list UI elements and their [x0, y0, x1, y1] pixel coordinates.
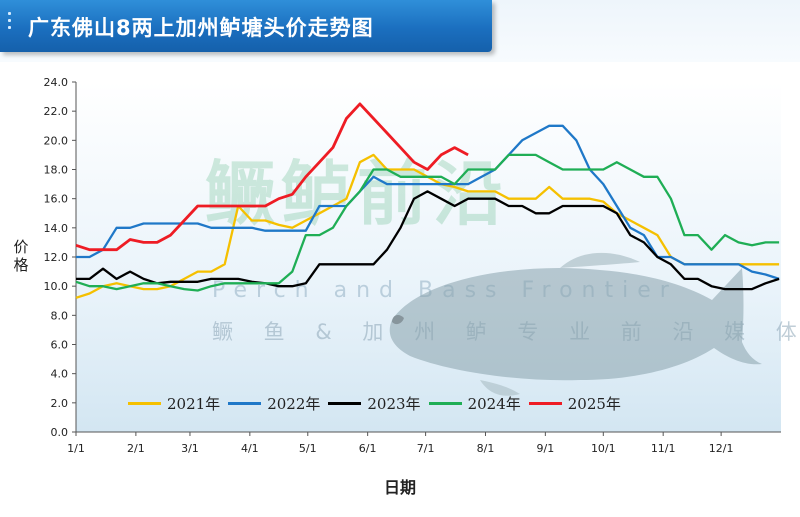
chart-title: 广东佛山8两上加州鲈塘头价走势图: [28, 16, 374, 40]
y-tick-label: 22.0: [44, 105, 69, 118]
legend-label: 2023年: [367, 395, 421, 413]
x-tick-label: 7/1: [417, 442, 435, 455]
y-tick-label: 24.0: [44, 76, 69, 89]
y-tick-label: 2.0: [51, 397, 69, 410]
x-tick-label: 6/1: [359, 442, 377, 455]
legend-item-2022: 2022年: [228, 393, 320, 415]
legend-label: 2024年: [467, 395, 521, 413]
x-tick-label: 5/1: [299, 442, 317, 455]
x-tick-label: 9/1: [537, 442, 555, 455]
y-tick-label: 16.0: [44, 193, 69, 206]
series-line-2025: [75, 102, 469, 252]
legend-item-2024: 2024年: [428, 393, 521, 415]
legend-swatch: [328, 402, 362, 405]
y-tick-label: 6.0: [51, 339, 69, 352]
x-tick-label: 4/1: [241, 442, 259, 455]
y-tick-label: 0.0: [51, 426, 69, 439]
y-tick-label: 8.0: [51, 309, 69, 322]
series-line-2023: [76, 190, 780, 291]
y-tick-label: 12.0: [44, 251, 69, 264]
y-tick-label: 10.0: [44, 280, 69, 293]
fish-watermark-image: [389, 252, 762, 396]
y-axis-label: 价格: [13, 238, 29, 274]
legend: 2021年 2022年 2023年 2024年 2025年: [128, 393, 629, 415]
x-tick-label: 11/1: [651, 442, 676, 455]
legend-item-2025: 2025年: [528, 393, 621, 415]
legend-label: 2025年: [567, 395, 621, 413]
x-tick-label: 1/1: [67, 442, 85, 455]
y-tick-label: 14.0: [44, 222, 69, 235]
series-line-2024: [75, 153, 780, 292]
y-tick-label: 4.0: [51, 368, 69, 381]
legend-label: 2021年: [167, 395, 221, 413]
legend-swatch: [428, 402, 462, 405]
legend-swatch: [528, 402, 562, 405]
x-tick-label: 3/1: [181, 442, 199, 455]
legend-swatch: [128, 402, 161, 405]
y-tick-label: 20.0: [44, 134, 69, 147]
legend-item-2021: 2021年: [128, 393, 220, 415]
x-axis-label: 日期: [384, 478, 417, 497]
series-line-2022: [76, 124, 780, 280]
x-tick-label: 8/1: [477, 442, 495, 455]
x-tick-label: 12/1: [709, 442, 734, 455]
title-dots-decoration: [7, 12, 13, 42]
legend-swatch: [228, 402, 262, 405]
legend-label: 2022年: [267, 395, 321, 413]
legend-item-2023: 2023年: [328, 393, 421, 415]
y-tick-label: 18.0: [44, 164, 69, 177]
title-bar: 广东佛山8两上加州鲈塘头价走势图: [0, 0, 492, 52]
x-tick-label: 2/1: [127, 442, 145, 455]
x-tick-label: 10/1: [591, 442, 616, 455]
